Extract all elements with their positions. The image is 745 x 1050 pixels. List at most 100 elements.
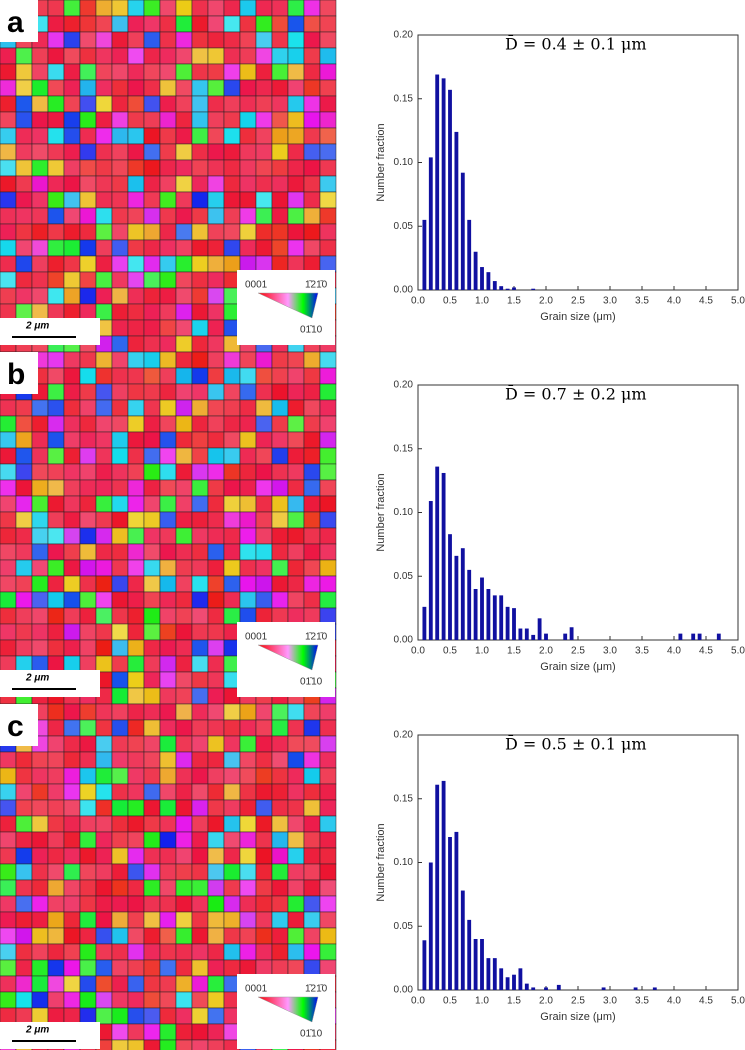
grain [207, 15, 225, 33]
grain [207, 623, 225, 641]
grain [79, 943, 97, 961]
grain [255, 111, 273, 129]
grain [271, 15, 289, 33]
grain [207, 303, 225, 321]
grain [47, 703, 65, 721]
grain [271, 127, 289, 145]
grain [111, 943, 129, 961]
x-tick-label: 3.0 [603, 646, 617, 657]
grain [191, 879, 209, 897]
grain [15, 255, 33, 273]
legend-label: 01̄10 [300, 1029, 323, 1040]
scalebar-box [0, 670, 100, 697]
grain [191, 863, 209, 881]
grain [143, 31, 161, 49]
grain [159, 335, 177, 353]
grain [207, 735, 225, 753]
grain [303, 799, 321, 817]
grain [143, 271, 161, 289]
grain [255, 415, 273, 433]
grain [287, 223, 305, 241]
grain [191, 79, 209, 97]
y-tick-label: 0.05 [394, 571, 414, 582]
grain [239, 895, 257, 913]
x-tick-label: 0.5 [443, 296, 457, 307]
grain [255, 463, 273, 481]
grain [95, 543, 113, 561]
grain [143, 847, 161, 865]
grain [127, 847, 145, 865]
grain [223, 879, 241, 897]
x-axis-label: Grain size (μm) [540, 311, 615, 323]
grain [175, 927, 193, 945]
grain [159, 719, 177, 737]
x-tick-label: 4.5 [699, 996, 713, 1007]
grain [255, 207, 273, 225]
y-tick-label: 0.20 [394, 730, 414, 741]
grain [303, 223, 321, 241]
grain [159, 959, 177, 977]
grain [319, 95, 337, 113]
grain [191, 911, 209, 929]
grain [15, 495, 33, 513]
grain [127, 415, 145, 433]
grain [319, 463, 337, 481]
grain [223, 591, 241, 609]
grain [63, 175, 81, 193]
grain [95, 447, 113, 465]
grain [95, 47, 113, 65]
grain [287, 543, 305, 561]
grain [95, 719, 113, 737]
grain [127, 0, 145, 17]
grain [95, 415, 113, 433]
bar [486, 589, 491, 640]
grain [15, 239, 33, 257]
grain [255, 127, 273, 145]
grain [111, 703, 129, 721]
grain [95, 863, 113, 881]
grain [207, 399, 225, 417]
grain [143, 927, 161, 945]
grain [175, 879, 193, 897]
bar [448, 837, 452, 990]
grain [255, 383, 273, 401]
grain [63, 991, 81, 1009]
grain [239, 911, 257, 929]
scalebar-box [0, 318, 100, 345]
grain [255, 79, 273, 97]
bar [422, 219, 427, 290]
grain [175, 111, 193, 129]
grain [47, 447, 65, 465]
grain [255, 175, 273, 193]
bar [435, 784, 440, 990]
grain [127, 159, 145, 177]
grain [63, 607, 81, 625]
grain [0, 783, 17, 801]
grain [271, 431, 289, 449]
grain [223, 895, 241, 913]
grain [271, 607, 289, 625]
legend-box [237, 974, 335, 1049]
grain [143, 191, 161, 209]
grain [207, 79, 225, 97]
ipf-triangle [257, 292, 319, 319]
grain [255, 0, 273, 17]
grain [15, 527, 33, 545]
grain [255, 511, 273, 529]
grain [191, 639, 209, 657]
grain [79, 415, 97, 433]
grain [47, 719, 65, 737]
grain [255, 559, 273, 577]
grain [31, 991, 49, 1009]
grain [207, 591, 225, 609]
grain [303, 847, 321, 865]
x-tick-label: 0.5 [443, 646, 457, 657]
grain [31, 623, 49, 641]
grain [175, 655, 193, 673]
grain [175, 575, 193, 593]
grain [143, 767, 161, 785]
grain [303, 431, 321, 449]
grain [143, 1023, 161, 1041]
x-tick-label: 3.0 [603, 996, 617, 1007]
grain [15, 751, 33, 769]
